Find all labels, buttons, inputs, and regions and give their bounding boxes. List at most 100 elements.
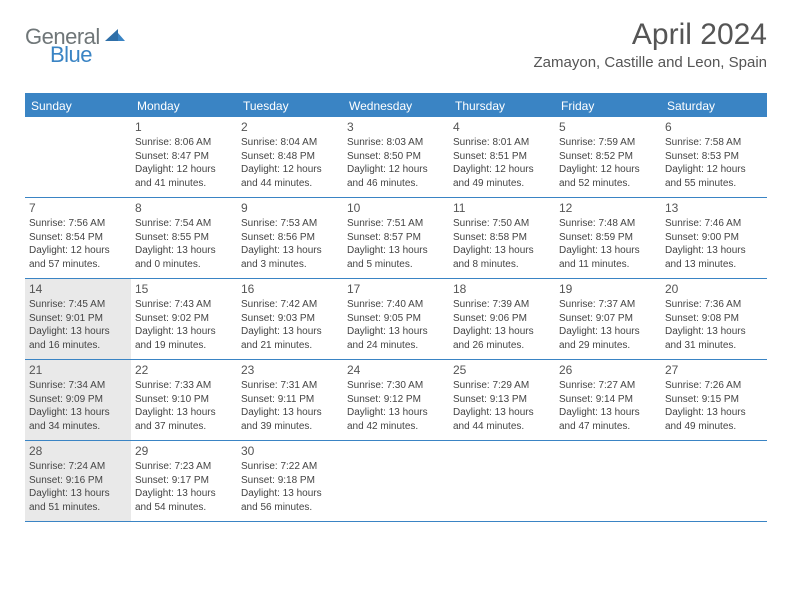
daylight-text: Daylight: 12 hours and 46 minutes. <box>347 163 445 190</box>
day-number: 4 <box>453 119 551 135</box>
day-cell: 1Sunrise: 8:06 AMSunset: 8:47 PMDaylight… <box>131 117 237 197</box>
sunset-text: Sunset: 9:11 PM <box>241 393 339 407</box>
day-cell: 17Sunrise: 7:40 AMSunset: 9:05 PMDayligh… <box>343 279 449 359</box>
sunset-text: Sunset: 9:07 PM <box>559 312 657 326</box>
day-cell: 25Sunrise: 7:29 AMSunset: 9:13 PMDayligh… <box>449 360 555 440</box>
sunrise-text: Sunrise: 7:37 AM <box>559 298 657 312</box>
daylight-text: Daylight: 13 hours and 26 minutes. <box>453 325 551 352</box>
week-row: 21Sunrise: 7:34 AMSunset: 9:09 PMDayligh… <box>25 359 767 440</box>
day-cell: 23Sunrise: 7:31 AMSunset: 9:11 PMDayligh… <box>237 360 343 440</box>
sunset-text: Sunset: 9:03 PM <box>241 312 339 326</box>
day-number: 29 <box>135 443 233 459</box>
sunrise-text: Sunrise: 7:51 AM <box>347 217 445 231</box>
daylight-text: Daylight: 13 hours and 29 minutes. <box>559 325 657 352</box>
day-header-mon: Monday <box>131 95 237 117</box>
sunrise-text: Sunrise: 7:33 AM <box>135 379 233 393</box>
daylight-text: Daylight: 13 hours and 47 minutes. <box>559 406 657 433</box>
daylight-text: Daylight: 12 hours and 44 minutes. <box>241 163 339 190</box>
day-number: 30 <box>241 443 339 459</box>
sunset-text: Sunset: 9:15 PM <box>665 393 763 407</box>
day-cell: 28Sunrise: 7:24 AMSunset: 9:16 PMDayligh… <box>25 441 131 521</box>
day-number: 22 <box>135 362 233 378</box>
daylight-text: Daylight: 13 hours and 54 minutes. <box>135 487 233 514</box>
day-number: 14 <box>29 281 127 297</box>
sunrise-text: Sunrise: 7:54 AM <box>135 217 233 231</box>
day-cell: 15Sunrise: 7:43 AMSunset: 9:02 PMDayligh… <box>131 279 237 359</box>
day-cell: 20Sunrise: 7:36 AMSunset: 9:08 PMDayligh… <box>661 279 767 359</box>
sunrise-text: Sunrise: 7:31 AM <box>241 379 339 393</box>
header: General April 2024 Zamayon, Castille and… <box>25 18 767 71</box>
day-cell: 13Sunrise: 7:46 AMSunset: 9:00 PMDayligh… <box>661 198 767 278</box>
daylight-text: Daylight: 13 hours and 49 minutes. <box>665 406 763 433</box>
sunset-text: Sunset: 8:56 PM <box>241 231 339 245</box>
sunset-text: Sunset: 9:16 PM <box>29 474 127 488</box>
sunset-text: Sunset: 9:05 PM <box>347 312 445 326</box>
day-cell: 29Sunrise: 7:23 AMSunset: 9:17 PMDayligh… <box>131 441 237 521</box>
sunset-text: Sunset: 9:13 PM <box>453 393 551 407</box>
sunset-text: Sunset: 9:01 PM <box>29 312 127 326</box>
day-number: 10 <box>347 200 445 216</box>
daylight-text: Daylight: 13 hours and 19 minutes. <box>135 325 233 352</box>
sunset-text: Sunset: 8:50 PM <box>347 150 445 164</box>
day-cell: 12Sunrise: 7:48 AMSunset: 8:59 PMDayligh… <box>555 198 661 278</box>
day-cell: 30Sunrise: 7:22 AMSunset: 9:18 PMDayligh… <box>237 441 343 521</box>
sunset-text: Sunset: 9:17 PM <box>135 474 233 488</box>
day-cell: 6Sunrise: 7:58 AMSunset: 8:53 PMDaylight… <box>661 117 767 197</box>
day-header-thu: Thursday <box>449 95 555 117</box>
sunrise-text: Sunrise: 7:30 AM <box>347 379 445 393</box>
daylight-text: Daylight: 12 hours and 49 minutes. <box>453 163 551 190</box>
day-cell: 27Sunrise: 7:26 AMSunset: 9:15 PMDayligh… <box>661 360 767 440</box>
day-cell: 8Sunrise: 7:54 AMSunset: 8:55 PMDaylight… <box>131 198 237 278</box>
day-cell: 11Sunrise: 7:50 AMSunset: 8:58 PMDayligh… <box>449 198 555 278</box>
day-cell: 22Sunrise: 7:33 AMSunset: 9:10 PMDayligh… <box>131 360 237 440</box>
sunrise-text: Sunrise: 7:34 AM <box>29 379 127 393</box>
day-number: 8 <box>135 200 233 216</box>
day-number: 15 <box>135 281 233 297</box>
day-cell <box>661 441 767 521</box>
sunset-text: Sunset: 9:10 PM <box>135 393 233 407</box>
day-number: 24 <box>347 362 445 378</box>
day-cell: 26Sunrise: 7:27 AMSunset: 9:14 PMDayligh… <box>555 360 661 440</box>
sunset-text: Sunset: 8:48 PM <box>241 150 339 164</box>
sunrise-text: Sunrise: 8:03 AM <box>347 136 445 150</box>
sunset-text: Sunset: 9:12 PM <box>347 393 445 407</box>
sunset-text: Sunset: 9:06 PM <box>453 312 551 326</box>
day-cell <box>555 441 661 521</box>
sunset-text: Sunset: 8:59 PM <box>559 231 657 245</box>
daylight-text: Daylight: 13 hours and 37 minutes. <box>135 406 233 433</box>
week-row: 14Sunrise: 7:45 AMSunset: 9:01 PMDayligh… <box>25 278 767 359</box>
day-cell: 24Sunrise: 7:30 AMSunset: 9:12 PMDayligh… <box>343 360 449 440</box>
sunrise-text: Sunrise: 7:23 AM <box>135 460 233 474</box>
day-number: 23 <box>241 362 339 378</box>
day-header-row: Sunday Monday Tuesday Wednesday Thursday… <box>25 95 767 117</box>
day-number: 6 <box>665 119 763 135</box>
sunset-text: Sunset: 8:57 PM <box>347 231 445 245</box>
sunrise-text: Sunrise: 7:43 AM <box>135 298 233 312</box>
daylight-text: Daylight: 12 hours and 41 minutes. <box>135 163 233 190</box>
daylight-text: Daylight: 13 hours and 11 minutes. <box>559 244 657 271</box>
sunrise-text: Sunrise: 7:42 AM <box>241 298 339 312</box>
day-cell: 14Sunrise: 7:45 AMSunset: 9:01 PMDayligh… <box>25 279 131 359</box>
logo-blue-row: Blue <box>50 42 92 68</box>
sunset-text: Sunset: 9:18 PM <box>241 474 339 488</box>
day-number: 5 <box>559 119 657 135</box>
day-cell: 10Sunrise: 7:51 AMSunset: 8:57 PMDayligh… <box>343 198 449 278</box>
week-row: 1Sunrise: 8:06 AMSunset: 8:47 PMDaylight… <box>25 117 767 197</box>
daylight-text: Daylight: 12 hours and 52 minutes. <box>559 163 657 190</box>
day-number: 19 <box>559 281 657 297</box>
day-cell: 4Sunrise: 8:01 AMSunset: 8:51 PMDaylight… <box>449 117 555 197</box>
daylight-text: Daylight: 13 hours and 3 minutes. <box>241 244 339 271</box>
day-cell: 5Sunrise: 7:59 AMSunset: 8:52 PMDaylight… <box>555 117 661 197</box>
daylight-text: Daylight: 13 hours and 24 minutes. <box>347 325 445 352</box>
day-cell: 9Sunrise: 7:53 AMSunset: 8:56 PMDaylight… <box>237 198 343 278</box>
sunrise-text: Sunrise: 7:58 AM <box>665 136 763 150</box>
daylight-text: Daylight: 13 hours and 21 minutes. <box>241 325 339 352</box>
daylight-text: Daylight: 13 hours and 42 minutes. <box>347 406 445 433</box>
sunrise-text: Sunrise: 7:48 AM <box>559 217 657 231</box>
sunset-text: Sunset: 8:52 PM <box>559 150 657 164</box>
sunset-text: Sunset: 9:14 PM <box>559 393 657 407</box>
day-header-wed: Wednesday <box>343 95 449 117</box>
day-cell: 18Sunrise: 7:39 AMSunset: 9:06 PMDayligh… <box>449 279 555 359</box>
sunset-text: Sunset: 9:08 PM <box>665 312 763 326</box>
sunset-text: Sunset: 8:58 PM <box>453 231 551 245</box>
